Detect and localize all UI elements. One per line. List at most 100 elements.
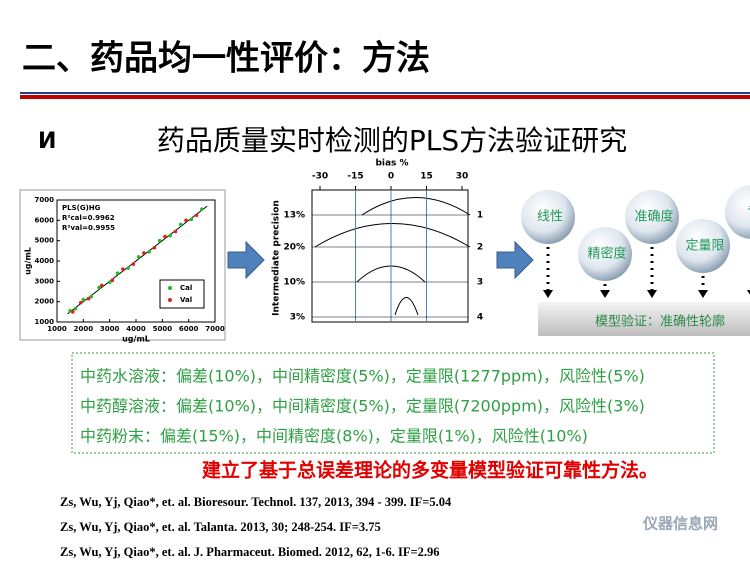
x-tick-label: 6000 (179, 325, 199, 333)
point (126, 266, 130, 270)
point (163, 234, 167, 239)
arrow-head (698, 290, 708, 298)
point (115, 271, 120, 276)
y-tick-label: 6000 (35, 216, 55, 224)
legend-label: Val (180, 296, 192, 304)
y-tick-label: 4000 (35, 257, 55, 265)
platform (538, 302, 750, 336)
point (136, 255, 141, 259)
x-tick-label: -15 (347, 172, 363, 182)
point (71, 310, 75, 314)
node-label: 定量限 (685, 239, 724, 254)
reference: Zs, Wu, Yj, Qiao*, et. al. Bioresour. Te… (60, 495, 452, 509)
x-tick-label: 1000 (47, 325, 67, 333)
reference: Zs, Wu, Yj, Qiao*, et. al. J. Pharmaceut… (60, 545, 439, 559)
bullet: И (38, 129, 56, 154)
x-axis-label: bias % (375, 159, 408, 169)
point (97, 285, 101, 290)
row-label: 20% (283, 243, 305, 253)
point (86, 296, 91, 301)
arrow-head (543, 290, 553, 298)
arrow (227, 240, 265, 280)
y-tick-label: 5000 (35, 237, 55, 245)
point (110, 278, 115, 283)
point (99, 283, 104, 288)
subtitle: 药品质量实时检测的PLS方法验证研究 (157, 124, 627, 157)
y-tick-label: 1000 (35, 318, 55, 326)
y-axis-label: Intermediate precision (272, 200, 282, 316)
x-tick-label: 5000 (153, 325, 173, 333)
x-tick-label: 15 (420, 172, 433, 182)
node-label: 精密度 (587, 246, 626, 262)
node-label: 线性 (537, 210, 563, 225)
row-id: 1 (477, 211, 483, 221)
result-line: 中药粉末：偏差(15%)，中间精密度(8%)，定量限(1%)，风险性(10%) (80, 427, 588, 446)
y-tick-label: 3000 (35, 277, 55, 285)
arrow-head (647, 290, 657, 298)
x-tick-label: 7000 (205, 325, 225, 333)
x-tick-label: 30 (456, 172, 469, 182)
conclusion: 建立了基于总误差理论的多变量模型验证可靠性方法。 (202, 459, 658, 482)
watermark: 仪器信息网 (642, 515, 718, 533)
annotation: R²cal=0.9962 (62, 214, 115, 222)
node-label: 专 (747, 205, 750, 220)
point (168, 233, 173, 238)
point (147, 250, 151, 254)
arrow-head (747, 290, 750, 295)
point (89, 294, 94, 299)
x-tick-label: 4000 (126, 325, 146, 333)
slide-title: 二、药品均一性评价：方法 (22, 39, 430, 79)
point (131, 262, 136, 266)
annotation: PLS(G)HG (62, 204, 101, 212)
row-id: 2 (477, 243, 483, 253)
interval-curve (314, 223, 471, 248)
arrow-head (600, 290, 610, 298)
precision-frame (311, 189, 469, 323)
arrow (496, 240, 534, 280)
x-tick-label: 2000 (74, 325, 94, 333)
x-axis-label: ug/mL (122, 335, 150, 344)
interval-curve (394, 297, 419, 316)
result-line: 中药醇溶液：偏差(10%)，中间精密度(5%)，定量限(7200ppm)，风险性… (80, 397, 645, 416)
x-tick-label: -30 (312, 172, 328, 182)
point (194, 213, 199, 218)
result-line: 中药水溶液：偏差(10%)，中间精密度(5%)，定量限(1277ppm)，风险性… (80, 367, 645, 386)
rule-red (20, 95, 750, 99)
annotation: R²val=0.9955 (62, 224, 115, 232)
row-label: 3% (290, 313, 305, 323)
point (189, 217, 194, 222)
y-tick-label: 2000 (35, 298, 55, 306)
point (81, 297, 86, 302)
node (676, 219, 730, 273)
point (78, 300, 83, 305)
point (173, 229, 178, 234)
node (521, 190, 575, 244)
point (178, 222, 183, 227)
y-axis-label: ug/mL (24, 247, 33, 275)
platform-label: 模型验证：准确性轮廓 (595, 314, 725, 330)
chart-frame (19, 189, 226, 341)
rule-blue (20, 92, 750, 94)
node (725, 185, 750, 239)
row-id: 4 (477, 313, 483, 323)
node (578, 227, 632, 281)
results-box (71, 352, 715, 454)
point (200, 207, 204, 211)
point (157, 238, 162, 243)
row-label: 10% (283, 278, 305, 288)
point (152, 245, 157, 250)
legend-marker (168, 298, 172, 302)
legend-box (159, 279, 205, 309)
legend-label: Cal (180, 284, 192, 292)
x-tick-label: 3000 (100, 325, 120, 333)
point (121, 267, 125, 271)
x-tick-label: 0 (388, 172, 394, 182)
row-id: 3 (477, 278, 483, 288)
y-tick-label: 7000 (35, 196, 55, 204)
legend-marker (168, 286, 172, 290)
point (184, 218, 188, 223)
node-label: 准确度 (634, 209, 673, 225)
point (142, 251, 146, 255)
point (107, 280, 112, 285)
